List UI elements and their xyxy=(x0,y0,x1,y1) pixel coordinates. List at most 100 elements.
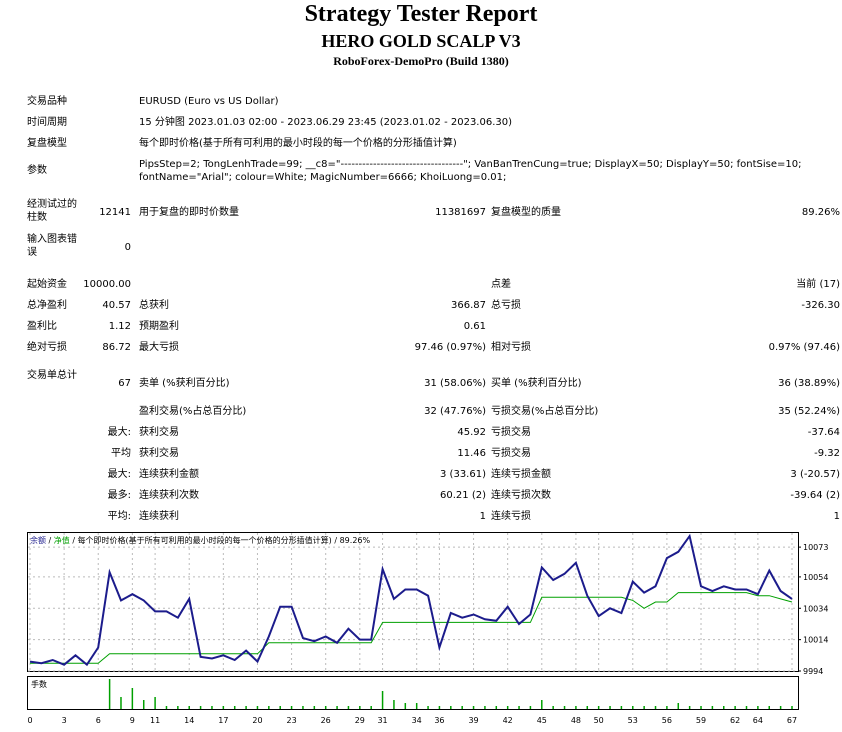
average-profit-label: 获利交易 xyxy=(139,448,179,459)
average-profit-value: 11.46 xyxy=(457,448,486,459)
x-tick-label: 56 xyxy=(662,716,672,725)
legend-sep-3: / xyxy=(332,536,340,545)
x-tick-label: 0 xyxy=(27,716,32,725)
model-label: 复盘模型 xyxy=(27,138,67,149)
loss-trades-label: 亏损交易(%占总百分比) xyxy=(491,406,599,417)
chart-grid xyxy=(28,533,798,672)
x-tick-label: 23 xyxy=(286,716,296,725)
equity-line xyxy=(30,592,793,664)
x-tick-label: 6 xyxy=(96,716,101,725)
x-tick-label: 39 xyxy=(468,716,478,725)
avg-consecutive-losses-label: 连续亏损 xyxy=(491,511,531,522)
x-tick-label: 53 xyxy=(628,716,638,725)
profit-factor-label: 盈利比 xyxy=(27,321,57,332)
x-tick-label: 67 xyxy=(787,716,797,725)
total-trades-label: 交易单总计 xyxy=(27,370,77,381)
balance-chart: 余额 / 净值 / 每个即时价格(基于所有可利用的最小时段的每一个价格的分形插值… xyxy=(27,532,828,725)
x-tick-label: 34 xyxy=(412,716,422,725)
most-consecutive-prefix: 最多: xyxy=(107,490,131,501)
bars-value: 12141 xyxy=(99,207,131,218)
symbol-value: EURUSD (Euro vs US Dollar) xyxy=(139,96,279,107)
x-tick-label: 45 xyxy=(537,716,547,725)
largest-loss-label: 亏损交易 xyxy=(491,427,531,438)
x-tick-label: 48 xyxy=(571,716,581,725)
most-consecutive-profit-value: 60.21 (2) xyxy=(440,490,486,501)
most-consecutive-loss-value: -39.64 (2) xyxy=(790,490,840,501)
x-axis-ticks: 0 3 6 9 11 14 17 20 23 26 29 31 34 36 39 42 45 48 50 53 56 59… xyxy=(27,716,797,725)
most-consecutive-profit-label: 连续获利次数 xyxy=(139,490,199,501)
short-trades-label: 卖单 (%获利百分比) xyxy=(139,378,230,389)
x-tick-label: 17 xyxy=(218,716,228,725)
x-tick-label: 20 xyxy=(252,716,262,725)
x-tick-label: 42 xyxy=(503,716,513,725)
most-consecutive-loss-label: 连续亏损次数 xyxy=(491,490,551,501)
expected-payoff-value: 0.61 xyxy=(463,321,486,332)
y-tick-label: 10054 xyxy=(803,573,828,582)
chart-legend: 余额 / 净值 / 每个即时价格(基于所有可利用的最小时段的每一个价格的分形插值… xyxy=(30,535,370,545)
x-tick-label: 62 xyxy=(730,716,740,725)
average-prefix: 平均 xyxy=(111,448,131,459)
spread-value: 当前 (17) xyxy=(796,279,840,290)
abs-drawdown-label: 绝对亏损 xyxy=(27,342,67,353)
legend-model: 每个即时价格(基于所有可利用的最小时段的每一个价格的分形插值计算) xyxy=(78,535,332,545)
x-tick-label: 59 xyxy=(696,716,706,725)
max-consecutive-losses-label: 连续亏损金额 xyxy=(491,469,551,480)
y-axis-ticks: 9994 10014 10034 10054 10073 xyxy=(798,543,828,676)
x-tick-label: 26 xyxy=(321,716,331,725)
lot-bars xyxy=(108,679,793,709)
errors-value: 0 xyxy=(124,242,131,253)
profit-factor-value: 1.12 xyxy=(108,321,131,332)
deposit-label: 起始资金 xyxy=(27,279,67,290)
max-drawdown-label: 最大亏损 xyxy=(139,342,179,353)
max-consecutive-wins-label: 连续获利金额 xyxy=(139,469,199,480)
quality-label: 复盘模型的质量 xyxy=(491,207,561,218)
deposit-value: 10000.00 xyxy=(83,279,131,290)
y-tick-label: 9994 xyxy=(803,667,823,676)
x-tick-label: 36 xyxy=(434,716,444,725)
max-consecutive-wins-value: 3 (33.61) xyxy=(440,469,486,480)
long-trades-value: 36 (38.89%) xyxy=(778,378,840,389)
period-label: 时间周期 xyxy=(27,117,67,128)
largest-prefix: 最大: xyxy=(107,427,131,438)
gross-profit-label: 总获利 xyxy=(139,300,169,311)
average-loss-label: 亏损交易 xyxy=(491,448,531,459)
short-trades-value: 31 (58.06%) xyxy=(424,378,486,389)
gross-loss-label: 总亏损 xyxy=(491,300,521,311)
ticks-label: 用于复盘的即时价数量 xyxy=(139,207,239,218)
x-tick-label: 50 xyxy=(594,716,604,725)
loss-trades-value: 35 (52.24%) xyxy=(778,406,840,417)
gross-loss-value: -326.30 xyxy=(801,300,840,311)
legend-sep-2: / xyxy=(70,536,78,545)
y-tick-label: 10073 xyxy=(803,543,828,552)
y-tick-label: 10014 xyxy=(803,636,828,645)
avg-consecutive-wins-value: 1 xyxy=(479,511,486,522)
abs-drawdown-value: 86.72 xyxy=(102,342,131,353)
max-consecutive-losses-value: 3 (-20.57) xyxy=(790,469,840,480)
params-value: PipsStep=2; TongLenhTrade=99; __c8="----… xyxy=(139,159,802,183)
max-drawdown-value: 97.46 (0.97%) xyxy=(414,342,486,353)
period-value: 15 分钟图 2023.01.03 02:00 - 2023.06.29 23:… xyxy=(139,117,513,128)
chart-main-frame xyxy=(27,532,799,672)
legend-equity: 净值 xyxy=(54,535,70,545)
spread-label: 点差 xyxy=(491,279,511,290)
largest-loss-value: -37.64 xyxy=(807,427,840,438)
y-tick-label: 10034 xyxy=(803,604,828,613)
x-tick-label: 3 xyxy=(62,716,67,725)
avg-consecutive-prefix: 平均: xyxy=(107,511,131,522)
net-profit-value: 40.57 xyxy=(102,300,131,311)
average-loss-value: -9.32 xyxy=(814,448,840,459)
x-tick-label: 14 xyxy=(184,716,194,725)
profit-trades-value: 32 (47.76%) xyxy=(424,406,486,417)
symbol-label: 交易品种 xyxy=(27,96,67,107)
expected-payoff-label: 预期盈利 xyxy=(139,321,179,332)
gross-profit-value: 366.87 xyxy=(451,300,486,311)
max-consecutive-prefix: 最大: xyxy=(107,469,131,480)
legend-sep-1: / xyxy=(46,536,54,545)
expert-name: HERO GOLD SCALP V3 xyxy=(321,31,521,51)
x-tick-label: 9 xyxy=(130,716,135,725)
profit-trades-label: 盈利交易(%占总百分比) xyxy=(139,406,247,417)
quality-value: 89.26% xyxy=(801,207,840,218)
balance-line xyxy=(29,533,793,667)
x-tick-label: 31 xyxy=(377,716,387,725)
x-tick-label: 11 xyxy=(150,716,160,725)
